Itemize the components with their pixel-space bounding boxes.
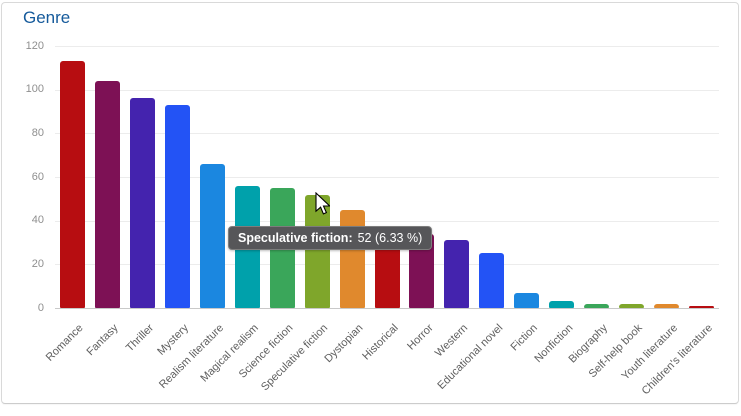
y-tick-label: 80 <box>31 126 44 139</box>
bar-dystopian[interactable] <box>339 209 365 308</box>
bar-thriller[interactable] <box>129 98 155 308</box>
x-tick-label: Horror <box>404 322 436 353</box>
gridline <box>55 220 719 222</box>
bar-romance[interactable] <box>60 61 85 308</box>
bar-tooltip: Speculative fiction: 52 (6.33 %) <box>228 226 433 250</box>
mouse-cursor-icon <box>315 192 330 215</box>
bar-realism-literature[interactable] <box>199 163 225 308</box>
chart-card <box>1 2 739 404</box>
x-tick-label: Thriller <box>123 322 156 355</box>
y-tick-label: 0 <box>37 301 44 314</box>
x-tick-label: Educational novel <box>435 322 506 392</box>
x-tick-label: Romance <box>44 322 86 364</box>
tooltip-value-label: 52 (6.33 %) <box>357 231 423 245</box>
bar-youth-literature[interactable] <box>654 303 680 308</box>
gridline <box>55 46 719 47</box>
gridline <box>55 177 719 178</box>
y-tick-label: 20 <box>31 257 44 270</box>
x-axis-baseline <box>55 308 719 309</box>
bar-children-s-literature[interactable] <box>689 305 714 308</box>
x-tick-label: Children's literature <box>639 322 715 398</box>
y-tick-label: 100 <box>25 83 44 96</box>
bar-fantasy[interactable] <box>94 80 120 308</box>
y-tick-label: 120 <box>25 39 44 52</box>
x-tick-label: Historical <box>360 322 401 363</box>
bar-western[interactable] <box>444 240 470 308</box>
chart-title: Genre <box>23 8 71 27</box>
y-tick-label: 40 <box>31 214 44 227</box>
x-tick-label: Fiction <box>508 322 541 354</box>
x-tick-label: Fantasy <box>84 322 121 359</box>
tooltip-category-label: Speculative fiction: <box>238 231 353 245</box>
bar-educational-novel[interactable] <box>479 253 505 308</box>
gridline <box>55 89 719 91</box>
bar-mystery[interactable] <box>164 105 190 308</box>
bar-self-help-book[interactable] <box>619 303 645 308</box>
x-tick-label: Speculative fiction <box>259 322 331 394</box>
bar-fiction[interactable] <box>514 292 540 308</box>
gridline <box>55 133 719 135</box>
bar-nonfiction[interactable] <box>549 301 575 308</box>
bar-biography[interactable] <box>584 303 610 308</box>
y-tick-label: 60 <box>31 170 44 183</box>
x-tick-label: Realism literature <box>156 322 226 392</box>
